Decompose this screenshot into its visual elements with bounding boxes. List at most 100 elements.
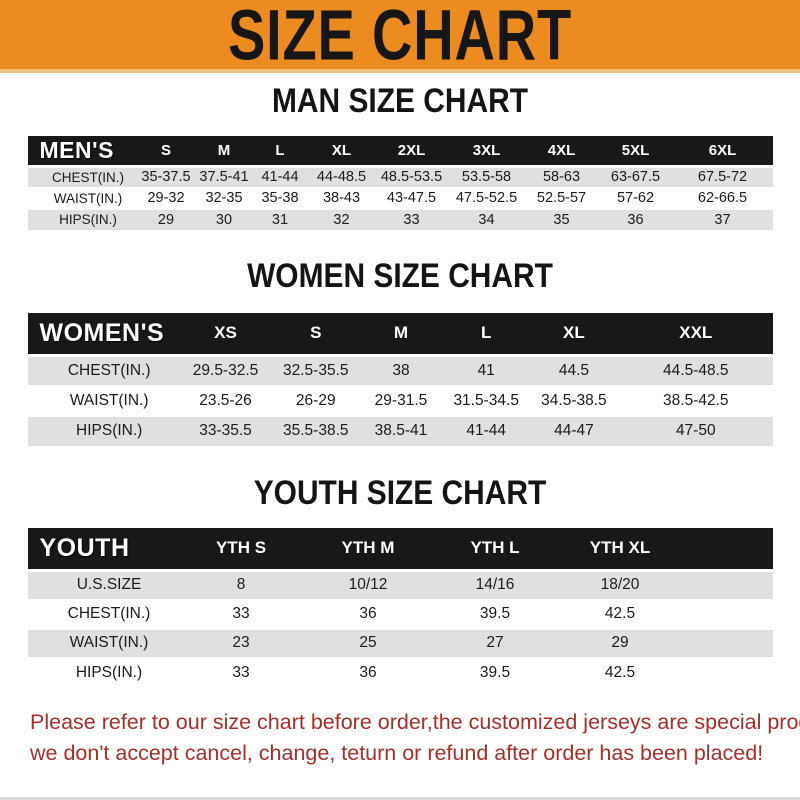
women-section-heading: WOMEN SIZE CHART bbox=[247, 256, 553, 295]
size-value-cell: 35.5-38.5 bbox=[283, 422, 349, 439]
size-value-cell: 30 bbox=[215, 211, 233, 228]
women-size-section: WOMEN SIZE CHART WOMEN'S XS S M L XL XXL CHEST(… bbox=[0, 256, 800, 446]
column-header: 3XL bbox=[472, 142, 501, 159]
column-header: XL bbox=[331, 142, 352, 159]
size-value-cell: 35-37.5 bbox=[141, 169, 191, 186]
column-header: YTH XL bbox=[589, 538, 651, 558]
size-value-cell: 18/20 bbox=[600, 576, 640, 594]
size-value-cell: 43-47.5 bbox=[386, 190, 437, 206]
table-row: HIPS(IN.) 33 36 39.5 42.5 bbox=[27, 657, 773, 687]
size-value-cell: 41-44 bbox=[261, 169, 299, 186]
size-value-cell: 8 bbox=[236, 576, 246, 594]
size-value-cell: 39.5 bbox=[479, 663, 511, 681]
size-value-cell: 33 bbox=[232, 605, 250, 622]
column-header: XXL bbox=[679, 323, 713, 343]
size-value-cell: 37.5-41 bbox=[199, 169, 249, 186]
empty-cell bbox=[682, 571, 773, 600]
size-value-cell: 23.5-26 bbox=[199, 391, 252, 409]
size-value-cell: 44-47 bbox=[554, 422, 594, 439]
empty-cell bbox=[682, 629, 773, 658]
size-value-cell: 38-43 bbox=[322, 190, 361, 206]
size-table-header-row: YOUTH YTH S YTH M YTH L YTH XL bbox=[27, 527, 773, 571]
table-brand-label: YOUTH bbox=[39, 533, 130, 562]
size-value-cell: 29 bbox=[157, 211, 175, 228]
empty-cell bbox=[682, 658, 773, 687]
row-label: CHEST(IN.) bbox=[52, 169, 124, 185]
size-value-cell: 25 bbox=[359, 634, 377, 651]
size-value-cell: 38.5-41 bbox=[374, 422, 428, 439]
size-value-cell: 58-63 bbox=[542, 169, 581, 186]
column-header: L bbox=[275, 142, 285, 159]
size-value-cell: 37 bbox=[714, 211, 731, 228]
size-value-cell: 31.5-34.5 bbox=[453, 391, 519, 409]
size-value-cell: 48.5-53.5 bbox=[380, 169, 443, 186]
size-value-cell: 52.5-57 bbox=[536, 190, 587, 206]
column-header: YTH S bbox=[215, 538, 267, 558]
size-value-cell: 47.5-52.5 bbox=[455, 190, 518, 206]
size-value-cell: 36 bbox=[627, 211, 644, 228]
table-row: CHEST(IN.) 29.5-32.5 32.5-35.5 38 41 44.5 44.5… bbox=[27, 355, 773, 386]
men-size-section: MAN SIZE CHART MEN'S S M L XL 2XL 3XL 4XL 5XL 6XL… bbox=[0, 82, 800, 230]
row-label: WAIST(IN.) bbox=[69, 634, 149, 651]
size-value-cell: 29-32 bbox=[147, 190, 185, 206]
size-value-cell: 33 bbox=[232, 663, 250, 681]
column-header: YTH L bbox=[470, 538, 520, 558]
table-row: HIPS(IN.) 33-35.5 35.5-38.5 38.5-41 41-44 44-… bbox=[27, 415, 773, 446]
size-value-cell: 33-35.5 bbox=[199, 422, 252, 439]
column-header: 6XL bbox=[708, 142, 737, 159]
size-value-cell: 35 bbox=[553, 211, 570, 228]
size-value-cell: 26-29 bbox=[295, 391, 336, 409]
table-row: CHEST(IN.) 35-37.5 37.5-41 41-44 44-48.5 48.5… bbox=[27, 166, 773, 188]
size-table-header-row: MEN'S S M L XL 2XL 3XL 4XL 5XL 6XL bbox=[27, 136, 773, 167]
youth-size-table: YOUTH YTH S YTH M YTH L YTH XL U.S.SIZE 8 10/12… bbox=[27, 527, 773, 687]
size-value-cell: 44-48.5 bbox=[316, 169, 367, 186]
size-value-cell: 41 bbox=[477, 361, 495, 379]
column-header: 2XL bbox=[397, 142, 426, 159]
size-table-header-row: WOMEN'S XS S M L XL XXL bbox=[27, 312, 773, 356]
order-disclaimer: Please refer to our size chart before or… bbox=[30, 707, 800, 769]
row-label: CHEST(IN.) bbox=[67, 605, 151, 622]
size-value-cell: 47-50 bbox=[675, 422, 716, 439]
size-value-cell: 38 bbox=[392, 361, 410, 379]
bottom-edge-divider bbox=[0, 797, 800, 800]
size-value-cell: 36 bbox=[359, 663, 377, 681]
table-row: CHEST(IN.) 33 36 39.5 42.5 bbox=[27, 599, 773, 629]
column-header: XL bbox=[563, 323, 585, 343]
size-value-cell: 31 bbox=[271, 211, 289, 228]
size-value-cell: 44.5 bbox=[558, 361, 589, 379]
disclaimer-line-1: Please refer to our size chart before or… bbox=[30, 709, 800, 734]
column-header: S bbox=[160, 142, 171, 159]
disclaimer-line-2: we don't accept cancel, change, teturn o… bbox=[30, 740, 764, 765]
column-header: XS bbox=[214, 323, 237, 343]
table-row: WAIST(IN.) 23.5-26 26-29 29-31.5 31.5-34.5 34… bbox=[27, 385, 773, 416]
size-value-cell: 63-67.5 bbox=[610, 169, 661, 186]
size-value-cell: 10/12 bbox=[348, 576, 388, 594]
men-size-table: MEN'S S M L XL 2XL 3XL 4XL 5XL 6XL CHEST(IN.) 35-37… bbox=[27, 136, 773, 230]
column-header: L bbox=[480, 323, 492, 343]
size-value-cell: 42.5 bbox=[604, 605, 636, 622]
column-header: YTH M bbox=[341, 538, 395, 558]
size-value-cell: 29 bbox=[611, 634, 629, 651]
men-section-heading: MAN SIZE CHART bbox=[272, 82, 528, 120]
size-value-cell: 57-62 bbox=[616, 190, 655, 206]
row-label: HIPS(IN.) bbox=[59, 212, 117, 227]
banner-title: SIZE CHART bbox=[228, 0, 572, 73]
size-value-cell: 53.5-58 bbox=[461, 169, 512, 186]
row-label: HIPS(IN.) bbox=[76, 422, 143, 439]
row-label: WAIST(IN.) bbox=[69, 391, 149, 409]
size-value-cell: 29-31.5 bbox=[374, 391, 428, 409]
table-row: U.S.SIZE 8 10/12 14/16 18/20 bbox=[27, 570, 773, 600]
size-value-cell: 67.5-72 bbox=[697, 169, 748, 186]
table-row: WAIST(IN.) 29-32 32-35 35-38 38-43 43-47.5 47.… bbox=[27, 187, 773, 209]
table-brand-label: MEN'S bbox=[39, 137, 114, 163]
table-brand-label: WOMEN'S bbox=[39, 318, 165, 347]
table-row: WAIST(IN.) 23 25 27 29 bbox=[27, 628, 773, 658]
row-label: U.S.SIZE bbox=[76, 576, 142, 594]
column-header: M bbox=[393, 323, 409, 343]
size-value-cell: 32 bbox=[333, 211, 350, 228]
size-value-cell: 34.5-38.5 bbox=[541, 391, 607, 409]
column-header: 4XL bbox=[547, 142, 576, 159]
size-value-cell: 42.5 bbox=[604, 663, 636, 681]
size-value-cell: 23 bbox=[232, 634, 250, 651]
row-label: HIPS(IN.) bbox=[75, 663, 143, 681]
